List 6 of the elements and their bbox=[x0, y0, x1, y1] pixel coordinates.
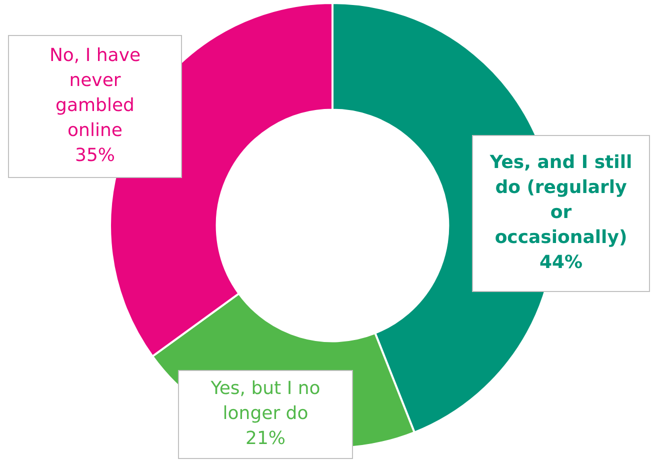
data-label: 21% bbox=[245, 428, 286, 450]
slice-label: Yes, but I no longer do bbox=[210, 378, 320, 424]
data-label: 44% bbox=[539, 252, 583, 274]
data-label: 35% bbox=[74, 145, 116, 166]
slice-label: Yes, and I still do (regularly or occasionally) bbox=[488, 152, 632, 248]
slice-label: No, I have never gambled online bbox=[49, 45, 141, 142]
